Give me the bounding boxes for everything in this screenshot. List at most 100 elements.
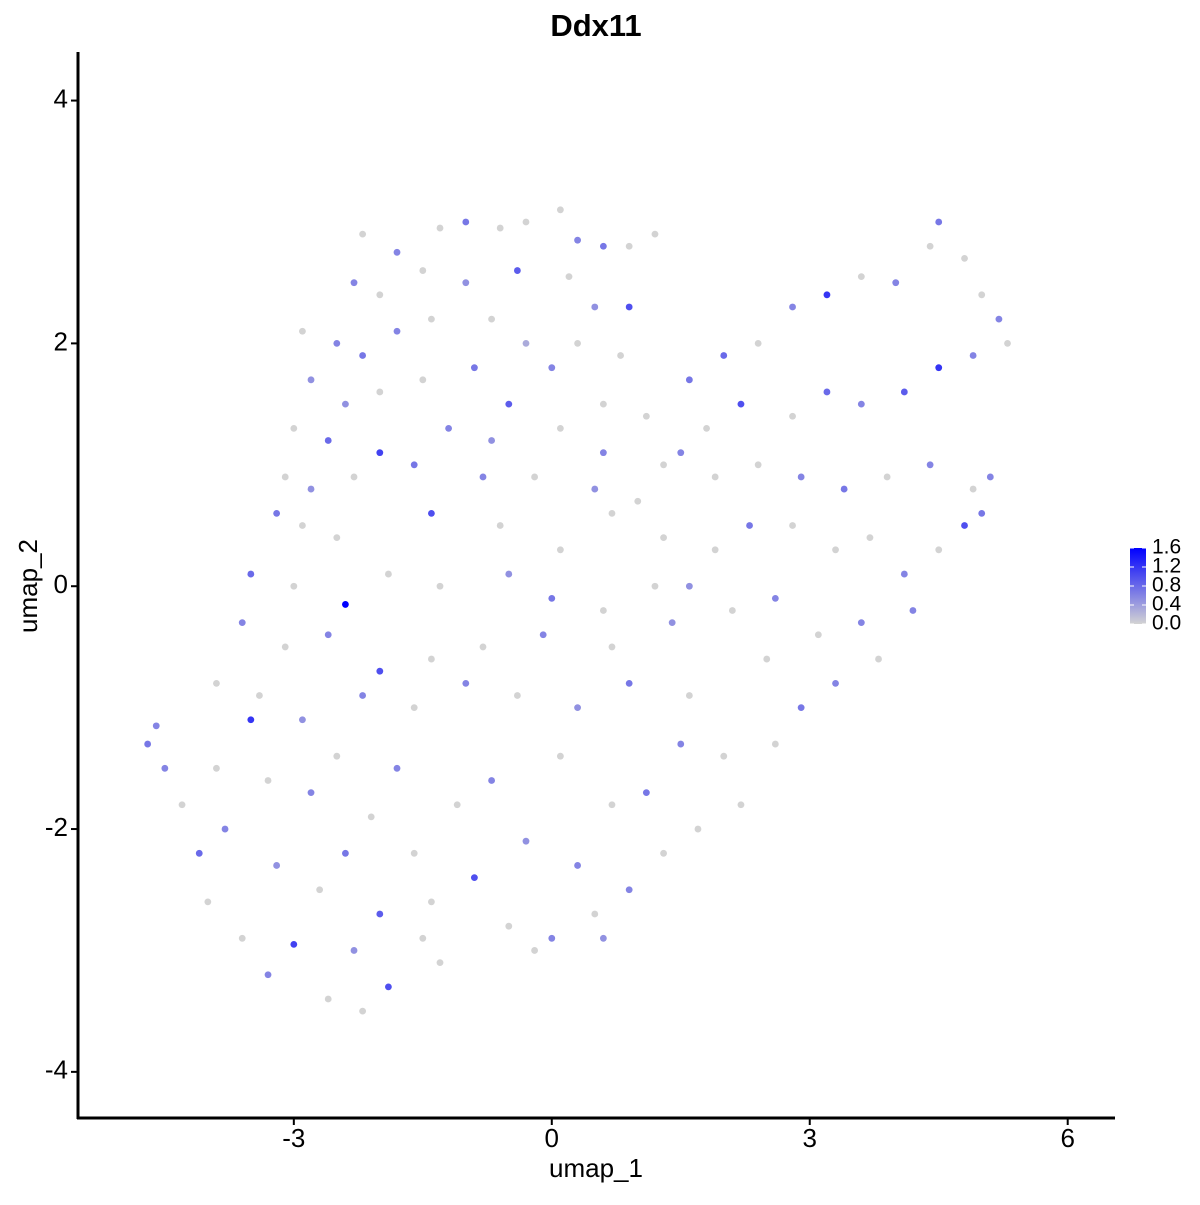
x-tick-label: 3: [803, 1123, 817, 1153]
point: [273, 509, 281, 517]
point: [771, 740, 779, 748]
point: [419, 934, 427, 942]
point: [935, 546, 943, 554]
point: [247, 716, 255, 724]
point: [703, 424, 710, 432]
point: [496, 522, 504, 529]
point: [574, 862, 581, 869]
point: [926, 461, 934, 469]
point: [789, 412, 796, 420]
point: [892, 279, 900, 287]
point: [359, 230, 367, 238]
point: [857, 400, 865, 408]
point: [832, 679, 839, 687]
point: [376, 449, 384, 457]
point: [428, 655, 435, 663]
point: [625, 242, 633, 250]
point: [608, 801, 616, 809]
chart-title: Ddx11: [550, 8, 641, 43]
point: [324, 437, 332, 444]
point: [488, 777, 495, 784]
point: [625, 303, 633, 311]
point: [720, 352, 728, 359]
point: [548, 594, 556, 602]
point: [668, 619, 676, 627]
point: [531, 473, 538, 481]
point: [436, 582, 444, 590]
point: [410, 849, 418, 857]
point: [737, 801, 745, 809]
point: [797, 704, 805, 712]
point: [359, 1007, 367, 1015]
point: [685, 582, 693, 590]
point: [531, 947, 538, 954]
point: [823, 388, 831, 396]
point: [479, 473, 487, 481]
point: [900, 570, 908, 578]
point: [857, 619, 865, 627]
point: [660, 534, 667, 542]
point: [213, 679, 220, 687]
point: [574, 704, 581, 712]
point: [161, 764, 169, 772]
point: [213, 764, 220, 772]
point: [152, 722, 160, 730]
point: [556, 546, 564, 554]
point: [290, 424, 298, 432]
point: [746, 522, 753, 529]
point: [256, 692, 263, 699]
point: [350, 947, 358, 954]
point: [634, 497, 642, 505]
point: [488, 315, 495, 323]
point: [771, 594, 779, 602]
point: [591, 910, 599, 918]
point: [883, 473, 891, 481]
point: [651, 230, 659, 238]
point: [385, 983, 392, 991]
point: [548, 364, 556, 372]
point: [548, 934, 556, 942]
point: [935, 218, 943, 226]
point: [591, 485, 599, 493]
point: [290, 582, 298, 590]
point: [264, 777, 272, 784]
point: [445, 424, 453, 432]
point: [969, 352, 977, 359]
point: [376, 291, 384, 299]
colorbar-label: 0.0: [1152, 612, 1181, 635]
point: [978, 291, 986, 299]
point: [694, 825, 702, 833]
point: [660, 461, 667, 469]
point: [599, 449, 607, 457]
point: [247, 570, 255, 578]
point: [642, 789, 650, 797]
y-axis-label: umap_2: [13, 539, 43, 633]
point: [359, 692, 367, 699]
point: [789, 303, 796, 311]
point: [720, 752, 728, 760]
point: [522, 218, 530, 226]
point: [428, 898, 435, 906]
point: [926, 242, 934, 250]
point: [625, 886, 633, 894]
point: [737, 400, 745, 408]
point: [754, 461, 762, 469]
point: [393, 764, 401, 772]
point: [685, 692, 693, 699]
point: [900, 388, 908, 396]
point: [599, 242, 607, 250]
point: [935, 364, 943, 372]
point: [350, 473, 358, 481]
point: [556, 424, 564, 432]
point: [273, 862, 281, 869]
point: [728, 607, 736, 614]
point: [307, 376, 315, 384]
point: [316, 886, 324, 894]
point: [462, 218, 470, 226]
point: [556, 752, 564, 760]
point: [574, 236, 581, 244]
x-tick-label: 0: [545, 1123, 559, 1153]
point: [814, 631, 822, 639]
point: [677, 449, 685, 457]
